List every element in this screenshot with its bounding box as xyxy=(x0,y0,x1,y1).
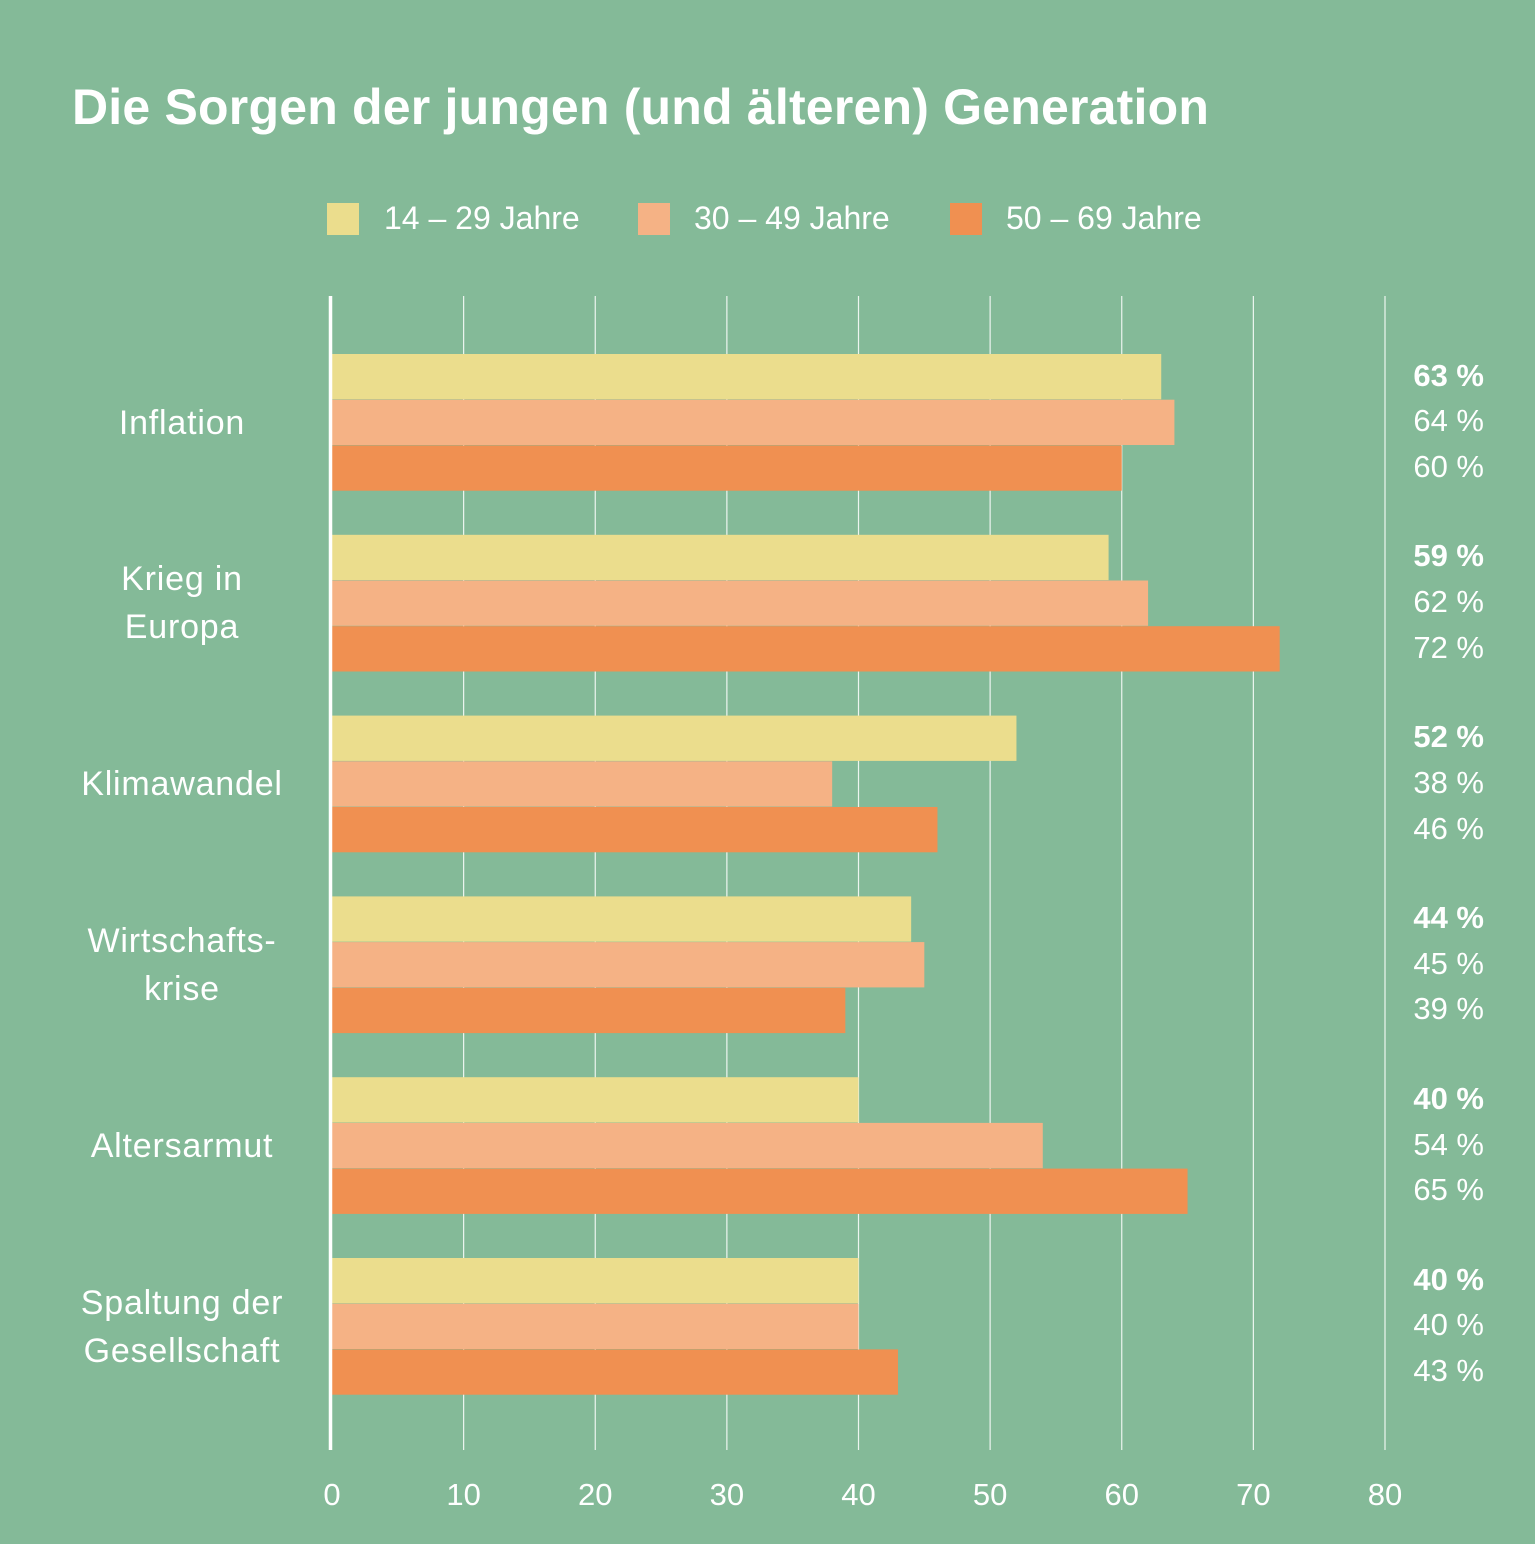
value-label: 38 % xyxy=(1413,764,1484,800)
value-label: 44 % xyxy=(1413,900,1484,936)
bar xyxy=(332,1349,898,1395)
x-tick-label: 40 xyxy=(841,1477,875,1512)
legend-label: 50 – 69 Jahre xyxy=(1006,200,1202,236)
bar xyxy=(332,1258,859,1304)
value-label: 52 % xyxy=(1413,719,1484,755)
category-label: Spaltung der Gesellschaft xyxy=(52,1279,312,1375)
value-label: 39 % xyxy=(1413,991,1484,1027)
value-label: 40 % xyxy=(1413,1261,1484,1297)
bar xyxy=(332,942,925,988)
value-label: 43 % xyxy=(1413,1353,1484,1389)
bar xyxy=(332,1303,859,1349)
bar xyxy=(332,445,1122,491)
category-label: Inflation xyxy=(52,399,312,447)
x-tick-label: 80 xyxy=(1368,1477,1402,1512)
legend-swatch xyxy=(327,203,359,235)
bar xyxy=(332,715,1017,761)
category-label: Altersarmut xyxy=(52,1122,312,1170)
x-tick-label: 10 xyxy=(446,1477,480,1512)
bar xyxy=(332,1122,1043,1169)
x-tick-label: 70 xyxy=(1236,1477,1270,1512)
x-tick-label: 50 xyxy=(973,1477,1007,1512)
bar xyxy=(332,1077,859,1123)
value-label: 40 % xyxy=(1413,1080,1484,1116)
category-label-line: Krieg in xyxy=(121,560,243,599)
bar xyxy=(332,399,1175,445)
category-label: Wirtschafts-krise xyxy=(52,917,312,1013)
category-label-line: Europa xyxy=(124,608,240,647)
category-label-line: Wirtschafts- xyxy=(87,921,277,960)
bar xyxy=(332,761,833,807)
bar xyxy=(332,580,1149,626)
value-label: 72 % xyxy=(1413,629,1484,665)
legend-label: 30 – 49 Jahre xyxy=(694,200,890,236)
chart-title: Die Sorgen der jungen (und älteren) Gene… xyxy=(72,79,1210,135)
category-label-line: Klimawandel xyxy=(81,765,283,804)
legend-label: 14 – 29 Jahre xyxy=(384,200,580,236)
category-label: Krieg in Europa xyxy=(52,555,312,651)
value-label: 64 % xyxy=(1413,403,1484,439)
value-label: 45 % xyxy=(1413,945,1484,981)
value-label: 62 % xyxy=(1413,584,1484,620)
value-label: 63 % xyxy=(1413,357,1484,393)
x-tick-label: 20 xyxy=(578,1477,612,1512)
category-label: Klimawandel xyxy=(52,760,312,808)
value-label: 65 % xyxy=(1413,1172,1484,1208)
value-label: 54 % xyxy=(1413,1126,1484,1162)
value-label: 59 % xyxy=(1413,538,1484,574)
category-label-line: Altersarmut xyxy=(90,1126,274,1165)
x-tick-label: 30 xyxy=(710,1477,744,1512)
category-label-line: Spaltung der xyxy=(80,1283,284,1322)
value-label: 46 % xyxy=(1413,810,1484,846)
bar xyxy=(332,896,912,942)
legend-swatch xyxy=(638,203,670,235)
legend-swatch xyxy=(950,203,982,235)
category-label-line: Gesellschaft xyxy=(83,1331,281,1370)
x-tick-label: 60 xyxy=(1105,1477,1139,1512)
bar xyxy=(332,354,1162,400)
bar xyxy=(332,987,846,1034)
category-label-line: krise xyxy=(144,969,220,1008)
bar xyxy=(332,1168,1188,1214)
bar xyxy=(332,807,938,853)
category-label-line: Inflation xyxy=(118,403,246,442)
bar xyxy=(332,534,1109,581)
value-label: 40 % xyxy=(1413,1307,1484,1343)
x-tick-label: 0 xyxy=(323,1477,340,1512)
bar xyxy=(332,626,1280,672)
value-label: 60 % xyxy=(1413,449,1484,485)
